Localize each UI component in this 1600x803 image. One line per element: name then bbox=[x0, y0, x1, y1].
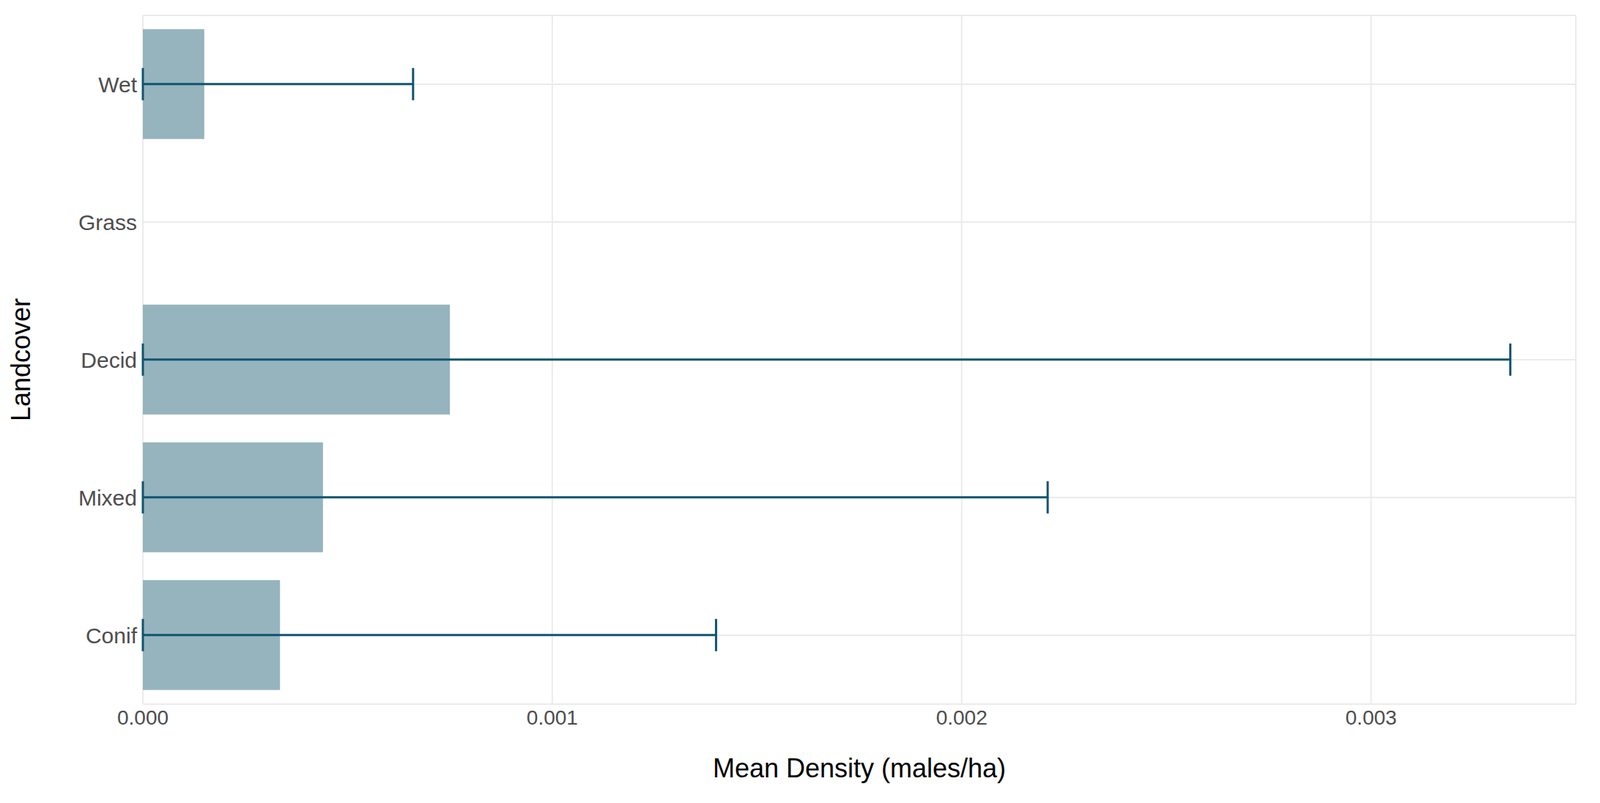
svg-text:0.002: 0.002 bbox=[936, 706, 988, 729]
svg-text:Landcover: Landcover bbox=[5, 298, 36, 422]
svg-text:Grass: Grass bbox=[78, 210, 137, 235]
svg-text:Mean Density (males/ha): Mean Density (males/ha) bbox=[712, 753, 1006, 784]
svg-text:Wet: Wet bbox=[98, 72, 137, 97]
svg-text:Conif: Conif bbox=[85, 623, 138, 648]
svg-text:0.001: 0.001 bbox=[526, 706, 579, 729]
svg-text:0.003: 0.003 bbox=[1345, 706, 1398, 729]
svg-text:0.000: 0.000 bbox=[117, 706, 169, 729]
svg-text:Mixed: Mixed bbox=[78, 485, 137, 510]
svg-text:Decid: Decid bbox=[80, 347, 137, 373]
